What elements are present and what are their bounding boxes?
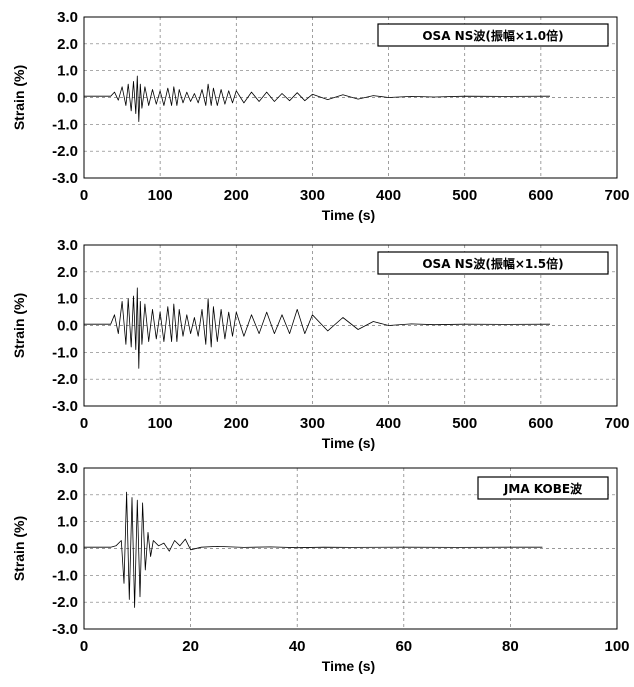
- y-tick-label: -1.0: [52, 344, 78, 361]
- x-tick-label: 200: [224, 415, 249, 432]
- grid-lines: [84, 245, 617, 406]
- y-tick-label: -2.0: [52, 594, 78, 611]
- x-tick-label: 600: [528, 415, 553, 432]
- y-tick-label: 3.0: [57, 460, 78, 477]
- x-tick-labels: 0 100 200 300 400 500 600 700: [80, 187, 630, 204]
- chart-panel-2: 3.0 2.0 1.0 0.0 -1.0 -2.0 -3.0 0 100 200 300 400 50…: [11, 237, 630, 451]
- y-tick-label: 2.0: [57, 264, 78, 281]
- x-tick-label: 20: [182, 638, 199, 655]
- legend-box: [477, 476, 609, 500]
- y-tick-label: -3.0: [52, 398, 78, 415]
- x-axis-label: Time (s): [322, 435, 375, 451]
- x-tick-label: 200: [224, 187, 249, 204]
- x-tick-label: 60: [395, 638, 412, 655]
- x-tick-label: 100: [148, 415, 173, 432]
- y-tick-label: 0.0: [57, 541, 78, 558]
- x-tick-labels: 0 20 40 60 80 100: [80, 638, 630, 655]
- y-tick-label: 0.0: [57, 90, 78, 107]
- y-tick-label: 1.0: [57, 291, 78, 308]
- x-tick-label: 0: [80, 638, 88, 655]
- legend: JMA KOBE波: [477, 476, 609, 500]
- y-tick-label: 3.0: [57, 9, 78, 26]
- y-tick-label: -1.0: [52, 116, 78, 133]
- x-tick-label: 500: [452, 187, 477, 204]
- y-tick-labels: 3.0 2.0 1.0 0.0 -1.0 -2.0 -3.0: [52, 237, 78, 415]
- y-tick-label: 3.0: [57, 237, 78, 254]
- y-axis-label: Strain (%): [11, 516, 27, 581]
- legend-label: OSA NS波(振幅×1.5倍): [422, 256, 563, 271]
- legend: OSA NS波(振幅×1.5倍): [377, 251, 609, 275]
- x-tick-label: 400: [376, 187, 401, 204]
- y-tick-label: -3.0: [52, 170, 78, 187]
- legend: OSA NS波(振幅×1.0倍): [377, 23, 609, 47]
- y-tick-label: -2.0: [52, 371, 78, 388]
- y-tick-label: 1.0: [57, 63, 78, 80]
- chart-panel-3: 3.0 2.0 1.0 0.0 -1.0 -2.0 -3.0 0 20 40 60 80 100 Ti…: [11, 460, 630, 674]
- plot-frame: [83, 467, 618, 630]
- x-axis-label: Time (s): [322, 207, 375, 223]
- x-tick-label: 40: [289, 638, 306, 655]
- y-tick-labels: 3.0 2.0 1.0 0.0 -1.0 -2.0 -3.0: [52, 460, 78, 638]
- x-tick-label: 0: [80, 415, 88, 432]
- legend-box: [377, 23, 609, 47]
- plot-frame: [83, 244, 618, 407]
- x-tick-labels: 0 100 200 300 400 500 600 700: [80, 415, 630, 432]
- x-tick-label: 400: [376, 415, 401, 432]
- x-tick-label: 300: [300, 415, 325, 432]
- x-tick-label: 100: [604, 638, 629, 655]
- plot-frame: [83, 16, 618, 179]
- legend-label: OSA NS波(振幅×1.0倍): [422, 28, 563, 43]
- chart-panel-1: 3.0 2.0 1.0 0.0 -1.0 -2.0 -3.0 0 100 200 300 400 50…: [11, 9, 630, 223]
- x-axis-label: Time (s): [322, 658, 375, 674]
- x-tick-label: 700: [604, 187, 629, 204]
- x-tick-label: 300: [300, 187, 325, 204]
- x-tick-label: 600: [528, 187, 553, 204]
- x-tick-label: 500: [452, 415, 477, 432]
- y-tick-label: -1.0: [52, 567, 78, 584]
- legend-label: JMA KOBE波: [503, 481, 583, 496]
- x-tick-label: 80: [502, 638, 519, 655]
- y-tick-label: -2.0: [52, 143, 78, 160]
- series-line: [84, 491, 543, 608]
- series-line: [84, 287, 551, 369]
- x-tick-label: 0: [80, 187, 88, 204]
- y-tick-labels: 3.0 2.0 1.0 0.0 -1.0 -2.0 -3.0: [52, 9, 78, 187]
- legend-box: [377, 251, 609, 275]
- y-tick-label: 0.0: [57, 318, 78, 335]
- y-tick-label: 2.0: [57, 36, 78, 53]
- x-tick-label: 700: [604, 415, 629, 432]
- y-axis-label: Strain (%): [11, 65, 27, 130]
- y-tick-label: 2.0: [57, 487, 78, 504]
- x-tick-label: 100: [148, 187, 173, 204]
- grid-lines: [84, 468, 617, 629]
- y-tick-label: -3.0: [52, 621, 78, 638]
- y-axis-label: Strain (%): [11, 293, 27, 358]
- series-line: [84, 75, 551, 122]
- y-tick-label: 1.0: [57, 514, 78, 531]
- grid-lines: [84, 17, 617, 178]
